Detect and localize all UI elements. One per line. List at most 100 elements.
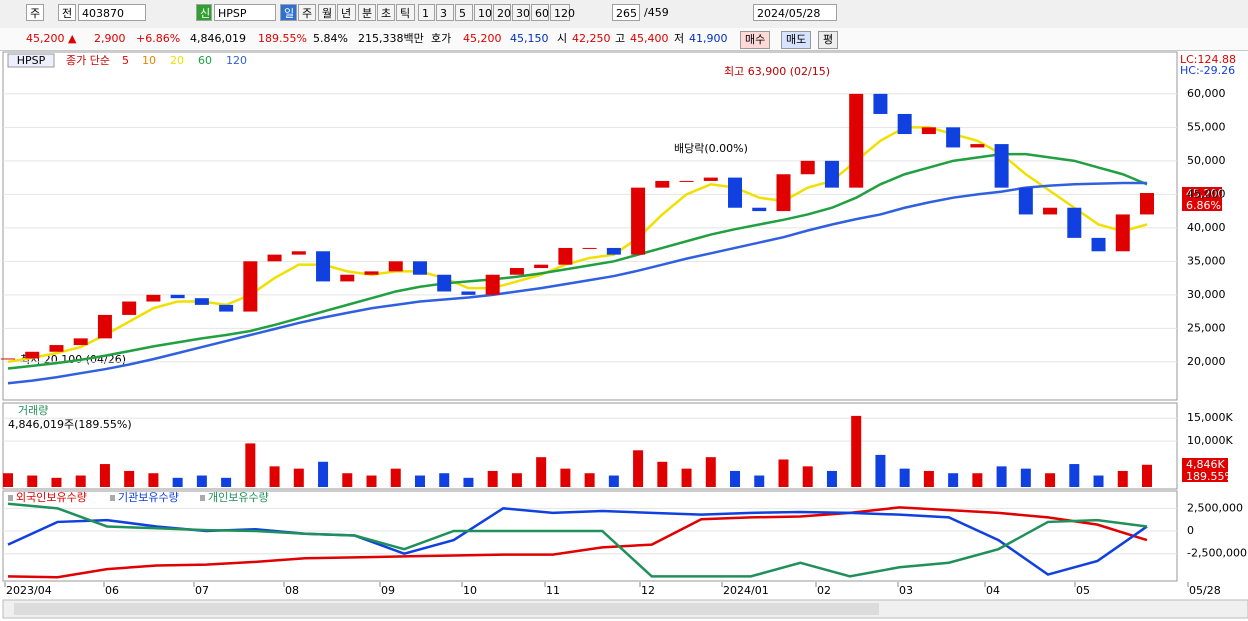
x-tick-label: 2023/04 — [6, 584, 52, 597]
toolbar-item: 전 — [58, 4, 76, 21]
volume-bar — [221, 477, 232, 487]
toolbar-item[interactable]: 10 — [474, 4, 492, 21]
legend-item: 개인보유수량 — [208, 491, 269, 504]
candle — [1018, 187, 1033, 215]
order-button[interactable]: 매도 — [781, 31, 812, 49]
x-tick-label: 03 — [899, 584, 913, 597]
x-tick-label: 09 — [381, 584, 395, 597]
volume-info: 4,846,019주(189.55%) — [8, 418, 132, 431]
y-tick-label: 30,000 — [1187, 288, 1226, 301]
candle — [243, 261, 258, 312]
candle — [800, 160, 815, 175]
volume-bar — [511, 473, 522, 487]
quote-field: 4,846,019 — [190, 32, 246, 45]
volume-bar — [996, 466, 1007, 487]
candle — [1, 358, 15, 360]
legend-swatch — [110, 495, 115, 501]
candle — [728, 177, 743, 208]
candle — [73, 338, 88, 346]
candle — [461, 291, 476, 295]
toolbar-item: 신 — [196, 4, 212, 21]
volume-bar — [318, 461, 329, 487]
toolbar-item[interactable]: 1 — [418, 4, 435, 21]
toolbar-item[interactable]: 틱 — [396, 4, 415, 21]
scroll-thumb[interactable] — [14, 603, 879, 615]
volume-bar — [1020, 468, 1031, 487]
candle — [558, 247, 573, 265]
toolbar-quote — [0, 28, 1248, 51]
volume-bar — [148, 473, 159, 487]
toolbar-item[interactable]: 초 — [377, 4, 395, 21]
candle — [340, 274, 355, 282]
candle — [267, 254, 282, 262]
toolbar-item[interactable]: 20 — [493, 4, 511, 21]
toolbar-item[interactable]: 주 — [298, 4, 316, 21]
candle — [849, 93, 864, 188]
candle — [631, 187, 646, 255]
name-box — [7, 53, 55, 68]
quote-field: 42,250 — [572, 32, 611, 45]
volume-bar — [99, 464, 110, 487]
candle — [219, 304, 234, 312]
volume-bar — [851, 415, 862, 487]
x-tick-label: 05 — [1076, 584, 1090, 597]
volume-bar — [948, 473, 959, 487]
toolbar-item: 265 — [612, 4, 640, 21]
y-tick-label: 60,000 — [1187, 87, 1226, 100]
toolbar-item[interactable]: 3 — [436, 4, 454, 21]
x-tick-label: 2024/01 — [723, 584, 769, 597]
candle — [534, 264, 549, 269]
candle — [170, 294, 185, 299]
y-tick-label: 35,000 — [1187, 254, 1226, 267]
toolbar-item[interactable]: 60 — [531, 4, 549, 21]
toolbar-item[interactable]: 월 — [318, 4, 336, 21]
candle — [388, 261, 403, 272]
volume-bar — [657, 461, 668, 487]
volume-bar — [1045, 473, 1056, 487]
candle — [873, 93, 888, 114]
moving-average — [7, 181, 1147, 385]
toolbar-item: 주 — [26, 4, 44, 21]
volume-bar — [51, 477, 62, 487]
candle — [412, 261, 427, 275]
candle — [122, 301, 137, 315]
volume-bar — [366, 475, 377, 487]
toolbar-item[interactable]: 년 — [337, 4, 356, 21]
quote-field: 41,900 — [689, 32, 728, 45]
candle — [897, 113, 912, 135]
holdings-line — [7, 502, 1148, 578]
volume-bar — [875, 454, 886, 487]
moving-average — [7, 152, 1148, 370]
y-tick-label: 10,000K — [1187, 434, 1233, 447]
volume-last-pct: 189.55% — [1186, 470, 1235, 483]
volume-bar — [124, 470, 135, 487]
x-tick-label: 11 — [546, 584, 560, 597]
volume-bar — [1142, 464, 1152, 487]
order-button[interactable]: 평 — [818, 31, 839, 49]
legend-item: 20 — [170, 54, 184, 67]
last-price: 45,200 — [1186, 187, 1225, 200]
candle — [994, 144, 1009, 188]
legend-swatch — [200, 495, 205, 501]
toolbar-item[interactable]: 분 — [358, 4, 376, 21]
candle — [655, 180, 670, 188]
legend-item: 5 — [122, 54, 129, 67]
toolbar-item[interactable]: 120 — [550, 4, 575, 21]
candle — [1067, 207, 1082, 238]
toolbar-item[interactable]: 5 — [455, 4, 473, 21]
candle — [194, 298, 209, 305]
y-tick-label: 45,000 — [1187, 187, 1226, 200]
candle — [1115, 214, 1130, 252]
candle — [1140, 193, 1154, 215]
toolbar-item[interactable]: 일 — [280, 4, 297, 21]
volume-bar — [487, 470, 498, 487]
quote-field: +6.86% — [136, 32, 181, 45]
quote-field: 45,200 — [463, 32, 502, 45]
toolbar-item[interactable]: 30 — [512, 4, 530, 21]
candle — [776, 174, 791, 212]
volume-bar — [3, 473, 13, 487]
y-tick-label: 55,000 — [1187, 120, 1226, 133]
last-price-box — [1182, 187, 1222, 211]
order-button[interactable]: 매수 — [740, 31, 771, 49]
x-tick-label: 10 — [463, 584, 477, 597]
